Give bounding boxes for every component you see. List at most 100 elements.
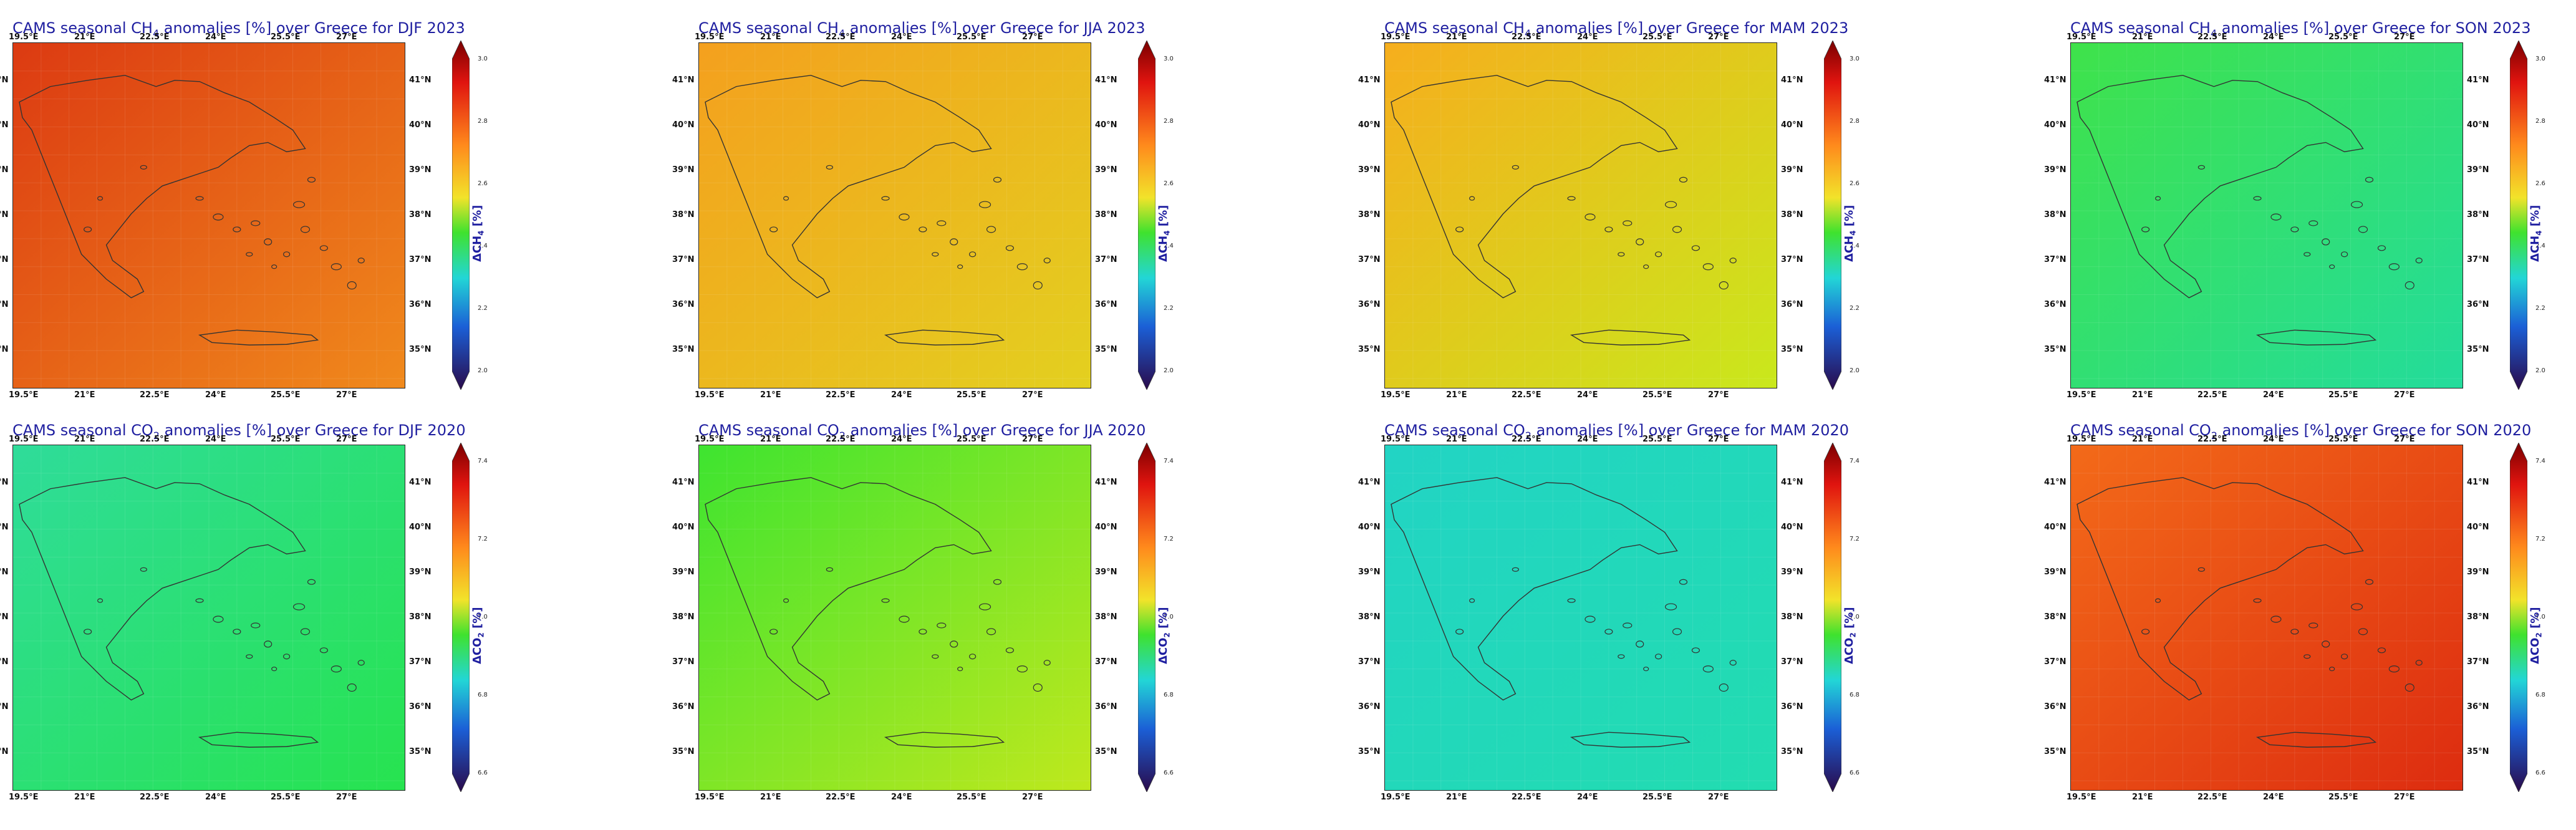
island-outline (213, 615, 224, 623)
latitude-tick-left: 35°N (672, 747, 695, 756)
colorbar-tick: 2.4 (2535, 243, 2545, 249)
island-outline (2290, 226, 2299, 233)
longitude-tick-top: 19.5°E (9, 435, 39, 444)
latitude-tick-right: 39°N (409, 165, 432, 175)
longitude-tick-top: 21°E (2132, 32, 2153, 42)
colorbar-tick: 7.2 (2535, 536, 2545, 543)
island-outline (307, 176, 316, 183)
latitude-tick-left: 35°N (2044, 345, 2067, 354)
island-outline (899, 615, 910, 623)
longitude-tick-top: 22.5°E (826, 435, 856, 444)
latitude-tick-right: 40°N (1781, 523, 1803, 532)
longitude-tick-top: 21°E (74, 32, 95, 42)
island-outline (2415, 258, 2423, 264)
anomaly-map (2070, 445, 2463, 791)
anomaly-field (13, 43, 405, 388)
longitude-tick-top: 21°E (760, 32, 781, 42)
latitude-tick-left: 41°N (2044, 75, 2067, 85)
colorbar-label-part: 4 (1848, 230, 1858, 236)
longitude-tick-bottom: 19.5°E (9, 390, 39, 400)
latitude-tick-left: 35°N (1358, 345, 1381, 354)
island-outline (2415, 660, 2423, 666)
latitude-tick-right: 35°N (1781, 345, 1803, 354)
colorbar-tick: 7.4 (2535, 458, 2545, 465)
longitude-tick-bottom: 22.5°E (826, 390, 856, 400)
title-part: CAMS seasonal CO (2070, 422, 2211, 439)
latitude-tick-left: 35°N (672, 345, 695, 354)
island-outline (899, 213, 910, 221)
latitude-tick-left: 38°N (2044, 210, 2067, 220)
colorbar-label-part: [%] (471, 607, 484, 633)
island-outline (246, 252, 253, 257)
longitude-tick-top: 22.5°E (2197, 32, 2227, 42)
island-outline (271, 667, 277, 672)
longitude-tick-top: 19.5°E (2067, 435, 2096, 444)
longitude-tick-top: 22.5°E (140, 435, 170, 444)
longitude-tick-bottom: 27°E (2394, 390, 2415, 400)
island-outline (2270, 615, 2282, 623)
colorbar-tick: 7.4 (1164, 458, 1174, 465)
title-part: CAMS seasonal CO (698, 422, 839, 439)
island-outline (957, 667, 963, 672)
longitude-tick-top: 25.5°E (271, 32, 301, 42)
latitude-tick-right: 41°N (1095, 75, 1117, 85)
crete-coastline (2255, 731, 2377, 748)
island-outline (330, 665, 342, 673)
longitude-tick-bottom: 19.5°E (695, 390, 725, 400)
crete-coastline (884, 329, 1005, 345)
latitude-tick-left: 38°N (672, 612, 695, 622)
colorbar-tick: 2.4 (478, 243, 488, 249)
longitude-tick-top: 25.5°E (1643, 435, 1672, 444)
longitude-tick-bottom: 25.5°E (271, 793, 301, 802)
latitude-tick-left: 38°N (672, 210, 695, 220)
latitude-tick-left: 40°N (1358, 120, 1381, 130)
colorbar-label-part: 4 (2534, 230, 2544, 236)
island-outline (1033, 281, 1043, 290)
longitude-tick-top: 27°E (1708, 435, 1729, 444)
map-panel-7: CAMS seasonal CO2 anomalies [%] over Gre… (2044, 418, 2576, 804)
latitude-tick-left: 39°N (0, 567, 9, 577)
island-outline (140, 165, 147, 170)
longitude-tick-bottom: 19.5°E (2067, 390, 2096, 400)
island-outline (357, 660, 365, 666)
island-outline (2377, 245, 2386, 251)
island-outline (919, 226, 927, 233)
colorbar-label-part: [%] (2529, 607, 2542, 633)
island-outline (881, 598, 890, 603)
latitude-tick-right: 35°N (1095, 345, 1117, 354)
longitude-tick-bottom: 25.5°E (957, 390, 987, 400)
anomaly-map (12, 42, 405, 388)
island-outline (1672, 226, 1682, 233)
colorbar-tick: 3.0 (2535, 55, 2545, 62)
greece-coastline (1391, 477, 1678, 701)
colorbar-tick: 2.8 (1850, 118, 1860, 125)
latitude-tick-right: 35°N (1095, 747, 1117, 756)
title-part: CAMS seasonal CH (12, 19, 153, 37)
island-outline (300, 226, 311, 233)
latitude-tick-left: 40°N (0, 523, 9, 532)
panel-title: CAMS seasonal CO2 anomalies [%] over Gre… (1384, 422, 1849, 442)
longitude-tick-top: 24°E (1577, 435, 1598, 444)
island-outline (978, 603, 991, 610)
latitude-tick-right: 41°N (1781, 75, 1803, 85)
latitude-tick-left: 41°N (672, 75, 695, 85)
island-outline (330, 263, 342, 271)
island-outline (2308, 220, 2318, 226)
island-outline (1016, 263, 1028, 271)
colorbar-tick: 2.4 (1164, 243, 1174, 249)
longitude-tick-top: 21°E (2132, 435, 2153, 444)
colorbar-tick: 6.6 (1850, 770, 1860, 776)
island-outline (2365, 579, 2374, 585)
longitude-tick-bottom: 21°E (760, 793, 781, 802)
island-outline (1585, 615, 1596, 623)
island-outline (1719, 281, 1729, 290)
latitude-tick-right: 38°N (1781, 210, 1803, 220)
longitude-tick-top: 25.5°E (2328, 32, 2358, 42)
latitude-tick-right: 41°N (409, 75, 432, 85)
latitude-tick-left: 36°N (1358, 702, 1381, 712)
island-outline (1043, 258, 1051, 264)
latitude-tick-right: 38°N (409, 612, 432, 622)
crete-coastline (2255, 329, 2377, 345)
latitude-tick-right: 37°N (409, 255, 432, 264)
latitude-tick-right: 35°N (409, 345, 432, 354)
